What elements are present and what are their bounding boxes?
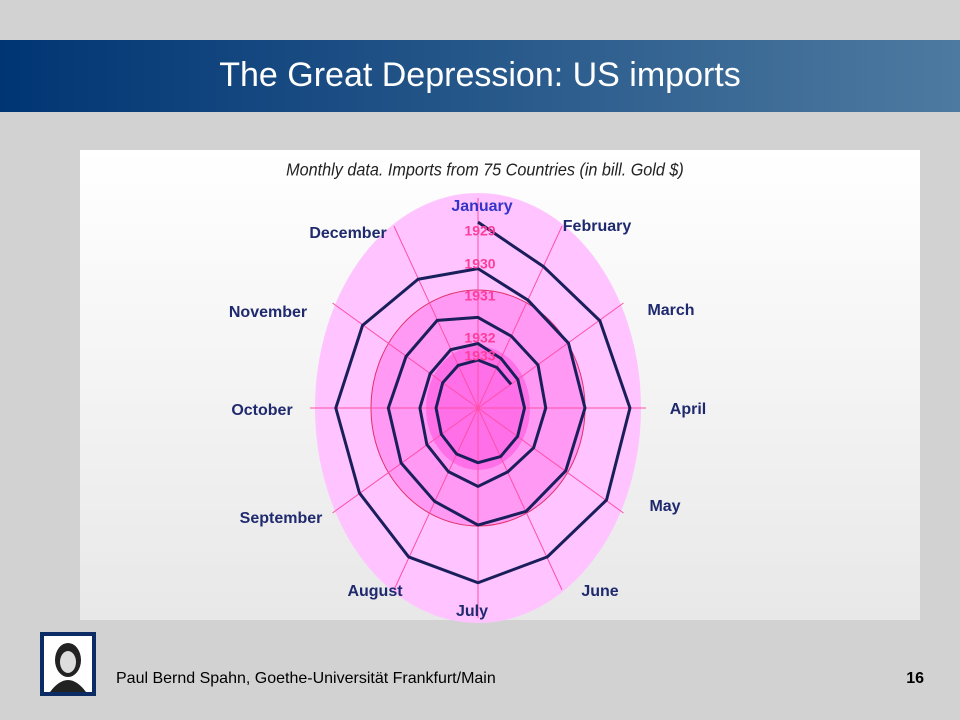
year-label: 1930 (464, 256, 495, 272)
spoke (332, 407, 479, 514)
month-label: March (647, 302, 694, 319)
year-label: 1933 (464, 348, 495, 364)
month-label: December (309, 225, 386, 242)
month-label: May (649, 498, 680, 515)
month-label: August (347, 583, 403, 600)
page-number: 16 (906, 670, 924, 687)
year-connector (449, 342, 480, 352)
spiral-line (386, 267, 587, 527)
spoke (477, 407, 563, 591)
spiral-line (434, 342, 527, 465)
spiral-line (477, 358, 513, 386)
chart-subtitle: Monthly data. Imports from 75 Countries … (286, 160, 684, 180)
footer-author: Paul Bernd Spahn, Goethe-Universität Fra… (116, 670, 496, 687)
month-label: January (451, 198, 512, 215)
year-label: 1932 (464, 330, 495, 346)
plot: January February March April May June July Augu… (229, 193, 706, 623)
month-label: September (240, 510, 323, 527)
month-label: April (670, 401, 706, 418)
month-label: June (581, 583, 618, 600)
title-bar (0, 40, 960, 112)
spiral-line (418, 316, 548, 488)
year-label: 1929 (464, 223, 495, 239)
month-label: February (563, 218, 632, 235)
spiral-line (334, 220, 632, 585)
spoke (393, 225, 479, 409)
spoke (477, 225, 563, 409)
year-connector (435, 315, 480, 322)
month-label: November (229, 304, 307, 321)
month-label: July (456, 603, 488, 620)
year-label: 1931 (464, 288, 495, 304)
spoke (477, 407, 624, 514)
logo (40, 632, 96, 696)
spoke (393, 407, 479, 591)
year-connector (416, 267, 480, 281)
year-connector (456, 358, 480, 367)
month-label: October (231, 402, 292, 419)
slide-title: The Great Depression: US imports (219, 56, 741, 94)
